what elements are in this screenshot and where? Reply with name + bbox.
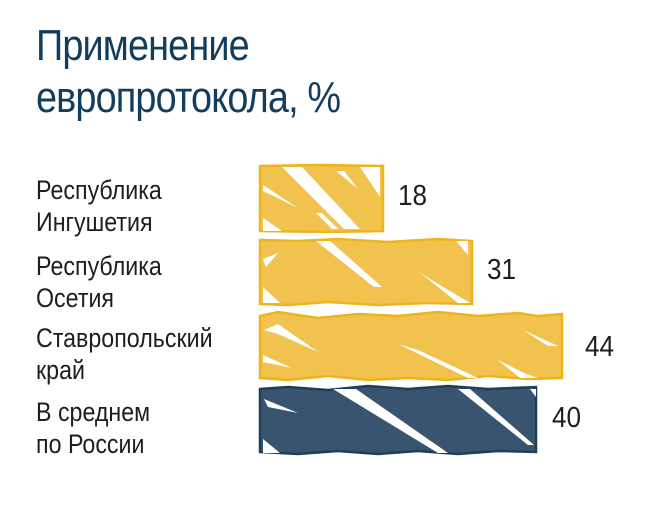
category-label: Республика: [36, 175, 162, 205]
value-label: 31: [487, 254, 517, 286]
category-label: В среднем: [36, 397, 151, 427]
bar-osetia: [258, 237, 475, 307]
value-label: 44: [585, 331, 615, 363]
category-label: по России: [36, 429, 145, 459]
category-label: Ингушетия: [36, 207, 153, 237]
category-label: Осетия: [36, 283, 115, 313]
value-label: 40: [552, 402, 582, 434]
bar-stavropol: [258, 310, 566, 382]
category-label: Ставропольский: [36, 323, 213, 353]
chart-title-line2: европротокола, %: [36, 73, 341, 122]
bar-russia-average: [258, 383, 539, 456]
category-label: край: [36, 355, 85, 385]
value-label: 18: [398, 180, 428, 212]
category-label: Республика: [36, 251, 162, 281]
bar-ingushetia: [258, 163, 385, 233]
chart-title-line1: Применение: [36, 21, 250, 70]
